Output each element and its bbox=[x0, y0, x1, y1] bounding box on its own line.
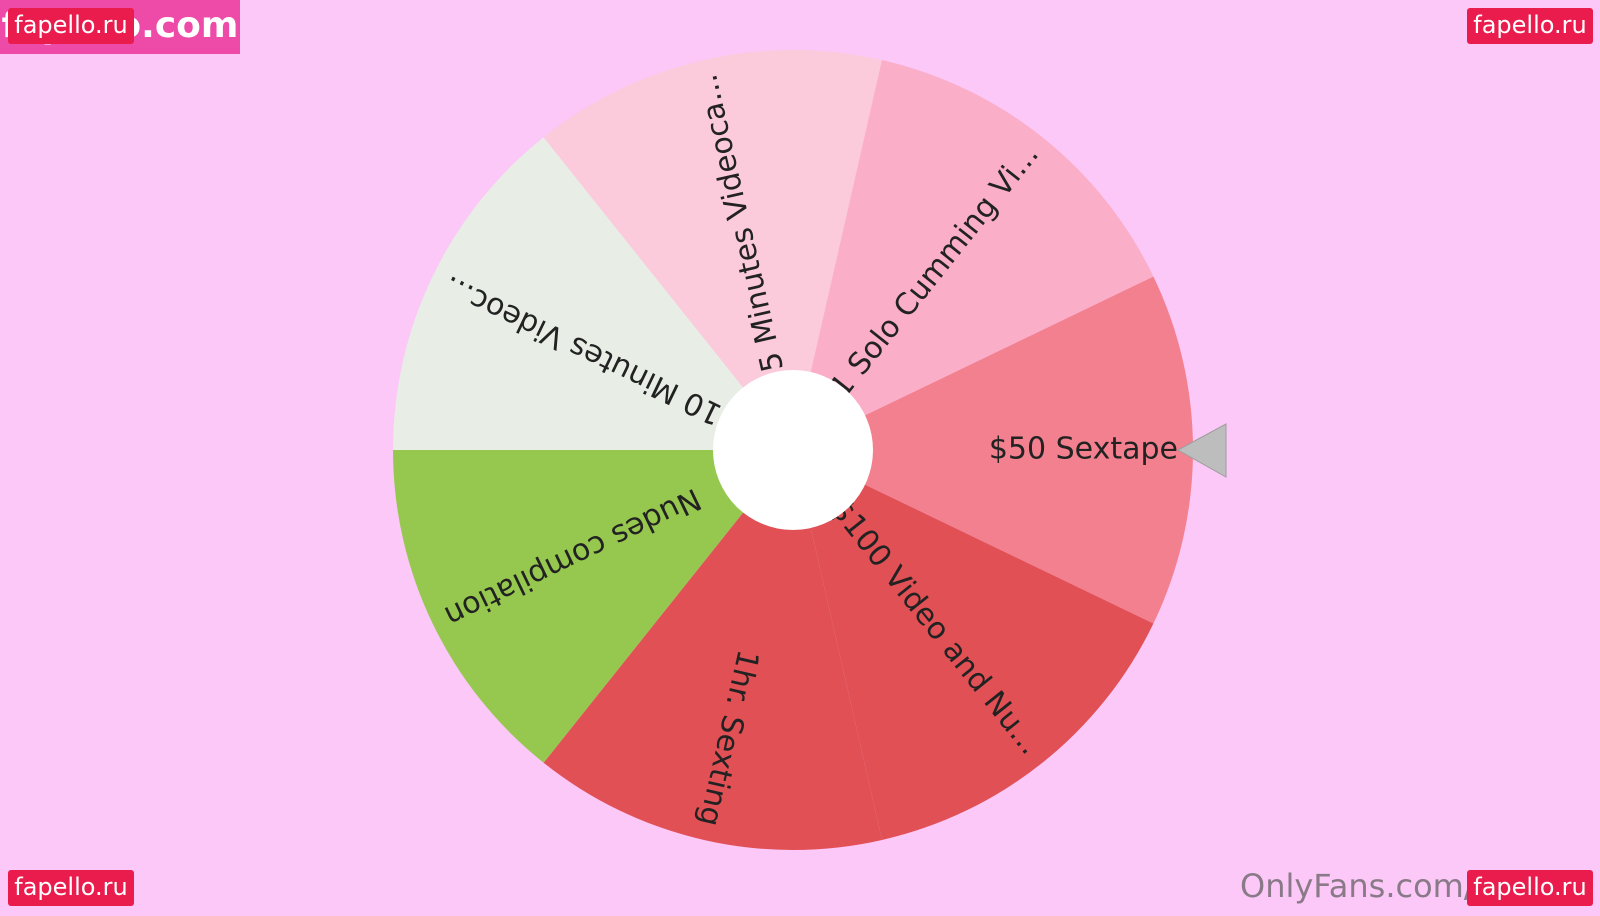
watermark-box bbox=[8, 8, 134, 44]
wheel-segment bbox=[543, 450, 883, 851]
wheel[interactable]: $50 Sextape$100 Video and Nu...1hr. Sext… bbox=[393, 50, 1193, 851]
watermark-box bbox=[1467, 870, 1593, 906]
wheel-segment bbox=[793, 450, 1154, 840]
wheel-segment bbox=[393, 137, 793, 451]
wheel-segment bbox=[393, 450, 793, 763]
wheel-segment bbox=[543, 50, 883, 451]
watermark: fapello.ru bbox=[14, 11, 127, 39]
pointer bbox=[1176, 423, 1227, 478]
watermark: fapello.ru bbox=[1473, 873, 1586, 901]
watermark-box bbox=[8, 870, 134, 906]
watermark: fapello.ru bbox=[14, 873, 127, 901]
watermark: fapello.ru bbox=[1473, 11, 1586, 39]
wheel-segment bbox=[793, 276, 1193, 624]
wheel-hub[interactable] bbox=[713, 370, 873, 530]
footer-text: OnlyFans.com/ bbox=[1240, 867, 1475, 905]
watermark-box bbox=[1467, 8, 1593, 44]
wheel-segment bbox=[793, 60, 1154, 450]
segment-label: $50 Sextape bbox=[989, 432, 1178, 467]
